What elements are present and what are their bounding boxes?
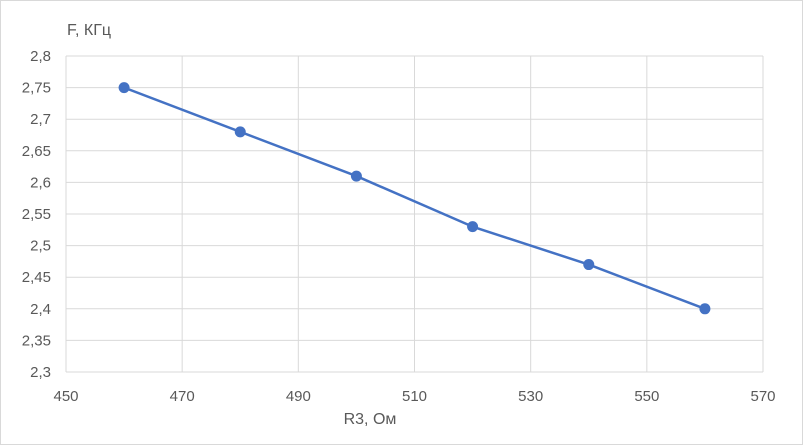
y-tick-label: 2,4 [30,301,51,318]
x-tick-label: 490 [286,388,311,405]
y-tick-label: 2,7 [30,111,51,128]
x-tick-label: 530 [518,388,543,405]
y-tick-label: 2,6 [30,174,51,191]
x-tick-label: 450 [53,388,78,405]
data-point [350,170,362,182]
y-tick-label: 2,35 [22,332,51,349]
data-series [118,82,711,315]
data-point [583,259,595,271]
x-tick-label: 470 [170,388,195,405]
y-tick-label: 2,8 [30,48,51,65]
series-line [123,86,706,310]
y-tick-label: 2,45 [22,269,51,286]
x-tick-labels: 450 470 490 510 530 550 570 [53,388,775,405]
x-axis-title: R3, Ом [344,411,397,428]
data-point [118,82,130,94]
y-tick-label: 2,3 [30,364,51,381]
y-tick-label: 2,55 [22,206,51,223]
y-tick-label: 2,75 [22,80,51,97]
x-tick-label: 550 [634,388,659,405]
data-point [699,303,711,315]
y-tick-label: 2,65 [22,143,51,160]
y-tick-labels: 2,3 2,35 2,4 2,45 2,5 2,55 2,6 2,65 2,7 2,75 2,8 [22,48,51,381]
x-tick-label: 570 [750,388,775,405]
y-axis-title: F, КГц [67,22,111,39]
x-tick-label: 510 [402,388,427,405]
gridlines [65,55,764,373]
data-point [234,126,246,138]
data-point [467,221,479,233]
y-tick-label: 2,5 [30,238,51,255]
